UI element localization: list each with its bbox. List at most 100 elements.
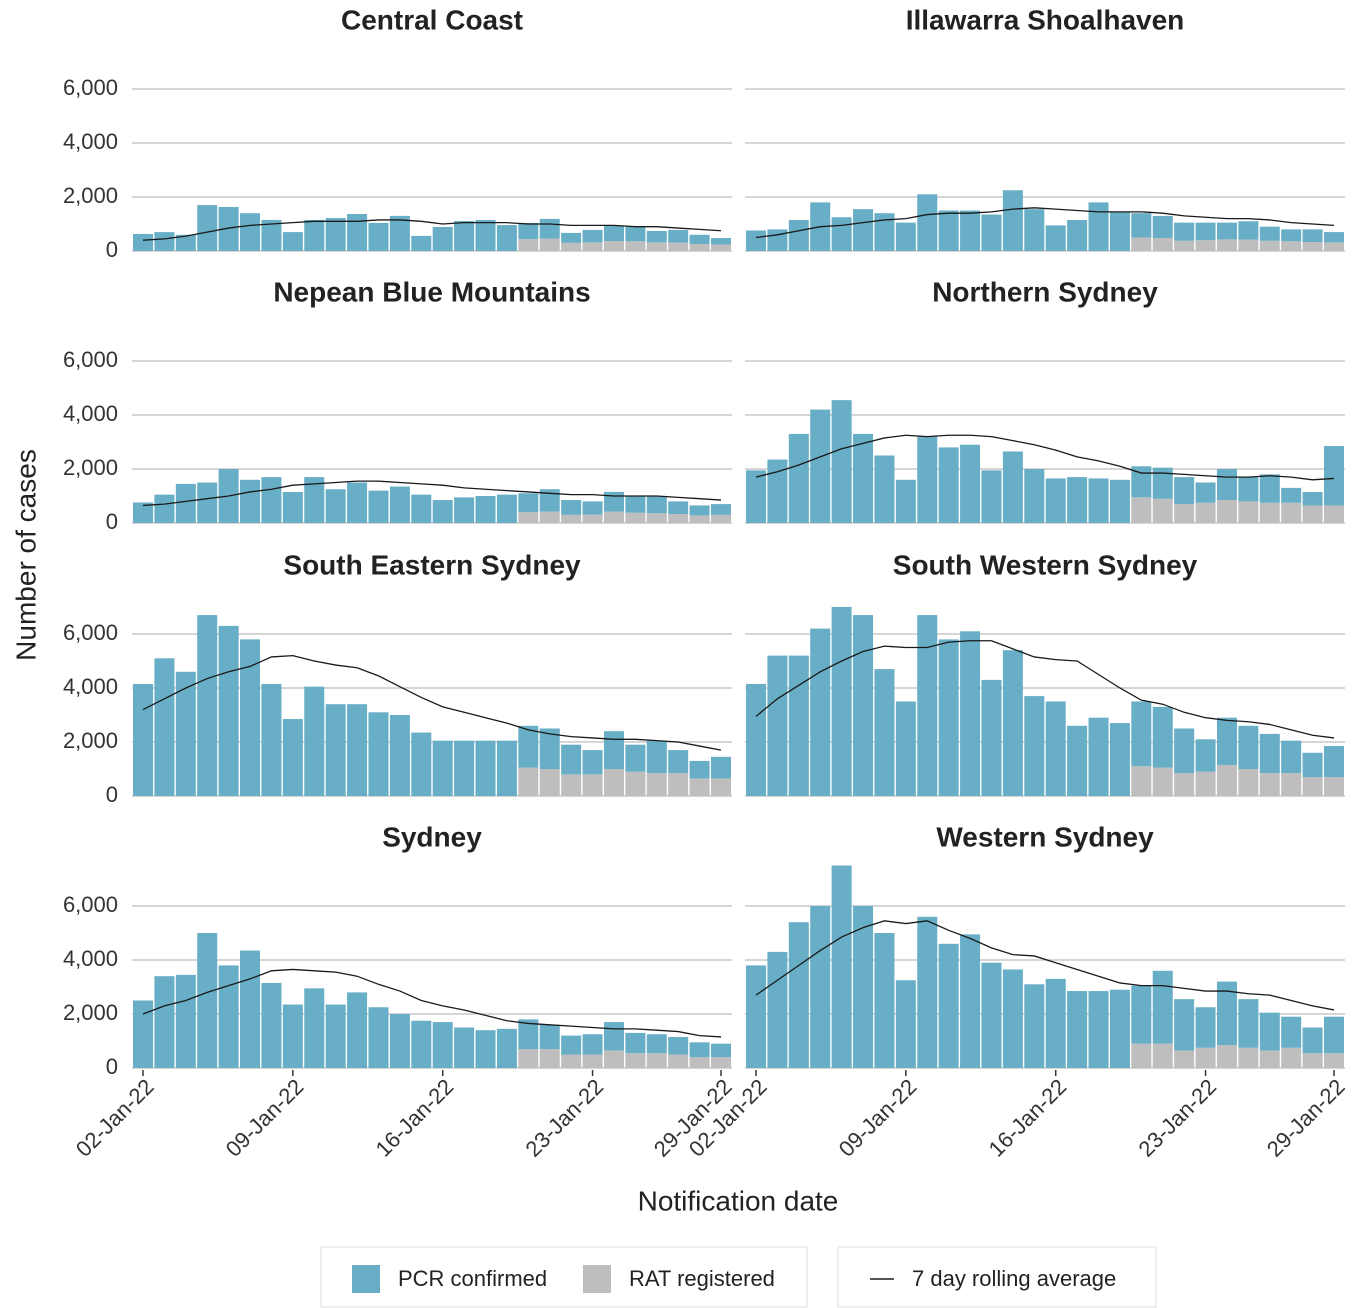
pcr-bar — [746, 230, 766, 251]
pcr-bar — [539, 728, 560, 769]
x-tick-label: 29-Jan-22 — [1262, 1074, 1350, 1162]
pcr-bar — [454, 1027, 475, 1068]
pcr-bar — [689, 234, 710, 244]
pcr-bar — [389, 715, 410, 796]
rat-bar — [1302, 505, 1323, 523]
panel-title: Illawarra Shoalhaven — [906, 4, 1185, 35]
pcr-bar — [788, 922, 809, 1068]
pcr-bar — [981, 679, 1002, 796]
pcr-bar — [496, 494, 517, 523]
pcr-bar — [582, 1034, 603, 1055]
pcr-bar — [646, 1034, 667, 1054]
pcr-bar — [325, 489, 346, 523]
pcr-bar — [1088, 717, 1109, 796]
pcr-bar — [874, 669, 895, 796]
pcr-bar — [1024, 984, 1045, 1068]
rolling-average-line — [142, 219, 722, 241]
rat-bar — [603, 769, 624, 796]
pcr-bar — [1002, 650, 1023, 796]
pcr-bar — [240, 950, 261, 1068]
panel-title: Western Sydney — [936, 821, 1154, 852]
pcr-bar — [1216, 222, 1237, 240]
pcr-bar — [561, 1035, 582, 1055]
pcr-bar — [454, 497, 475, 523]
pcr-bar — [1302, 1027, 1323, 1054]
pcr-bar — [411, 235, 432, 251]
pcr-bar — [1088, 478, 1109, 523]
pcr-bar — [432, 226, 453, 251]
rolling-average-line — [142, 654, 722, 751]
pcr-bar — [668, 229, 689, 243]
pcr-bar — [853, 615, 874, 796]
rat-bar — [1238, 769, 1259, 796]
rat-bar — [518, 239, 539, 251]
pcr-bar — [432, 740, 453, 796]
pcr-bar — [1131, 466, 1152, 498]
pcr-bar — [475, 740, 496, 796]
pcr-bar — [1067, 725, 1088, 796]
rat-bar — [1152, 498, 1173, 523]
x-axis-label: Notification date — [638, 1185, 839, 1216]
y-tick-label: 0 — [106, 509, 118, 534]
pcr-bar — [1131, 213, 1152, 238]
pcr-bar — [1195, 1007, 1216, 1048]
pcr-bar — [1045, 701, 1066, 796]
pcr-bar — [746, 683, 766, 796]
pcr-bar — [432, 500, 453, 523]
pcr-bar — [261, 477, 282, 523]
pcr-bar — [1024, 696, 1045, 796]
pcr-bar — [325, 218, 346, 251]
pcr-bar — [518, 1019, 539, 1050]
pcr-bar — [1281, 740, 1302, 774]
rat-bar — [1281, 773, 1302, 796]
rat-bar — [1238, 1047, 1259, 1068]
rat-bar — [668, 242, 689, 251]
pcr-bar — [1088, 202, 1109, 251]
pcr-bar — [711, 238, 731, 245]
pcr-bar — [853, 433, 874, 523]
rolling-average-line — [755, 434, 1335, 481]
rat-bar — [561, 774, 582, 796]
pcr-bar — [1238, 725, 1259, 769]
pcr-bar — [1002, 969, 1023, 1068]
panel-title: Nepean Blue Mountains — [273, 276, 590, 307]
pcr-bar — [197, 205, 218, 251]
rat-bar — [1216, 239, 1237, 251]
legend-label: 7 day rolling average — [912, 1266, 1116, 1291]
pcr-bar — [1174, 999, 1195, 1051]
pcr-bar — [1324, 232, 1344, 243]
pcr-bar — [938, 639, 959, 796]
rat-bar — [711, 1057, 731, 1068]
pcr-bar — [368, 222, 389, 251]
rat-bar — [711, 778, 731, 796]
rat-bar — [625, 512, 646, 523]
pcr-bar — [389, 486, 410, 523]
pcr-bar — [938, 210, 959, 251]
pcr-bar — [325, 704, 346, 796]
pcr-bar — [368, 490, 389, 523]
pcr-bar — [668, 1036, 689, 1055]
pcr-bar — [831, 865, 852, 1068]
rat-bar — [689, 515, 710, 523]
rat-bar — [646, 513, 667, 523]
pcr-bar — [1174, 477, 1195, 505]
rat-bar — [646, 773, 667, 796]
legend-swatch — [352, 1265, 380, 1293]
pcr-bar — [304, 988, 325, 1068]
pcr-bar — [1195, 222, 1216, 241]
pcr-bar — [917, 916, 938, 1068]
pcr-bar — [454, 221, 475, 251]
rat-bar — [1195, 502, 1216, 523]
x-tick-label: 16-Jan-22 — [371, 1074, 459, 1162]
pcr-bar — [261, 982, 282, 1068]
pcr-bar — [960, 631, 981, 796]
rat-bar — [625, 1053, 646, 1068]
pcr-bar — [1109, 479, 1130, 523]
pcr-bar — [746, 965, 766, 1068]
pcr-bar — [175, 234, 196, 251]
pcr-bar — [347, 214, 368, 251]
panel-title: Central Coast — [341, 4, 523, 35]
rolling-average-line — [142, 480, 722, 507]
pcr-bar — [981, 962, 1002, 1068]
